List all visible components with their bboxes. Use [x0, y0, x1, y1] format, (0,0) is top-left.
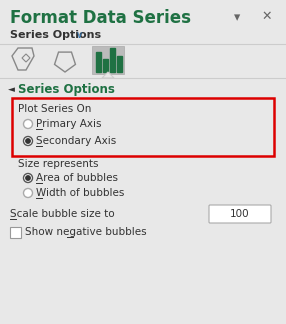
Bar	[96, 52, 101, 72]
Text: ◄: ◄	[8, 86, 15, 95]
Text: Series Options: Series Options	[18, 84, 115, 97]
Text: Secondary Axis: Secondary Axis	[36, 136, 116, 146]
Text: ∨: ∨	[76, 30, 83, 40]
Bar	[110, 48, 115, 72]
Circle shape	[23, 136, 33, 145]
FancyBboxPatch shape	[209, 205, 271, 223]
Text: Show negative bubbles: Show negative bubbles	[25, 227, 147, 237]
Text: Width of bubbles: Width of bubbles	[36, 188, 124, 198]
Text: Series Options: Series Options	[10, 30, 101, 40]
Text: Size represents: Size represents	[18, 159, 98, 169]
Circle shape	[23, 189, 33, 198]
Circle shape	[23, 173, 33, 182]
Bar	[92, 46, 124, 74]
Text: Primary Axis: Primary Axis	[36, 119, 102, 129]
Bar	[10, 226, 21, 237]
Text: ▾: ▾	[234, 11, 240, 25]
Text: 100: 100	[230, 209, 250, 219]
Bar	[12, 98, 274, 156]
Bar	[117, 56, 122, 72]
Text: Scale bubble size to: Scale bubble size to	[10, 209, 115, 219]
Text: Plot Series On: Plot Series On	[18, 104, 91, 114]
Circle shape	[26, 176, 30, 180]
Circle shape	[26, 139, 30, 143]
Text: Format Data Series: Format Data Series	[10, 9, 191, 27]
Bar	[103, 59, 108, 72]
Circle shape	[23, 120, 33, 129]
Text: Area of bubbles: Area of bubbles	[36, 173, 118, 183]
Polygon shape	[102, 72, 114, 78]
Text: ✕: ✕	[261, 9, 271, 22]
